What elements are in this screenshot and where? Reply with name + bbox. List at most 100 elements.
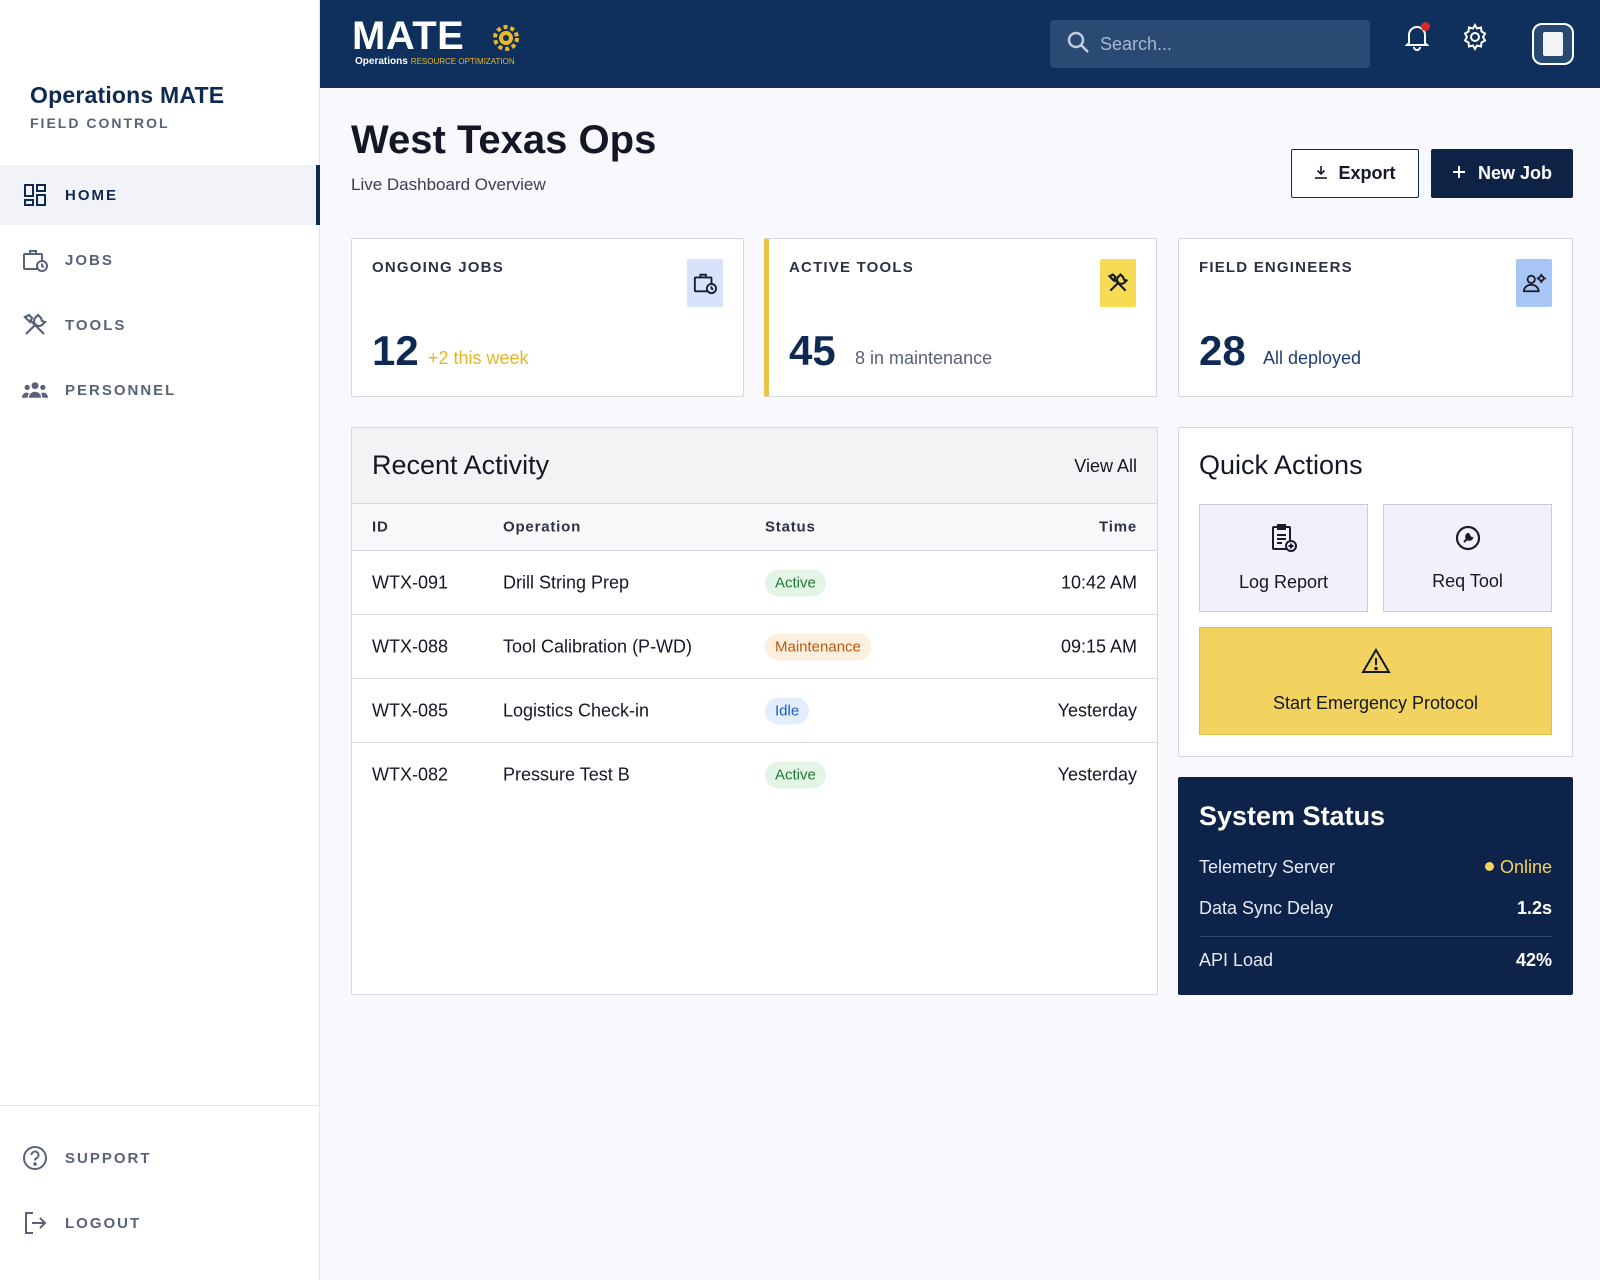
sidebar-footer: SUPPORT LOGOUT	[0, 1105, 320, 1258]
help-icon	[22, 1145, 48, 1171]
panel-header: Recent Activity View All	[352, 428, 1157, 504]
divider	[1199, 936, 1552, 937]
cell-operation: Tool Calibration (P-WD)	[503, 636, 693, 656]
clipboard-plus-icon	[1270, 523, 1298, 558]
column-header-status[interactable]: Status	[765, 518, 816, 536]
status-key: Telemetry Server	[1199, 857, 1336, 877]
sidebar-item-label: SUPPORT	[65, 1149, 152, 1167]
warning-icon	[1360, 648, 1391, 679]
log-report-label: Log Report	[1238, 572, 1329, 592]
sidebar-item-label: JOBS	[65, 251, 114, 269]
view-all-link[interactable]: View All	[1074, 456, 1137, 476]
plus-icon	[1452, 163, 1466, 184]
cell-operation: Logistics Check-in	[503, 700, 650, 720]
logo-wordmark: MATE	[352, 14, 465, 58]
logout-icon	[22, 1210, 48, 1236]
cell-id: WTX-082	[372, 764, 449, 785]
cell-id: WTX-091	[372, 572, 449, 592]
status-badge: Active	[765, 761, 826, 789]
kpi-note: +2 this week	[428, 348, 529, 368]
search-icon	[1066, 30, 1090, 59]
status-badge: Idle	[765, 697, 810, 724]
status-value: 42%	[1515, 950, 1552, 970]
sidebar-item-support[interactable]: SUPPORT	[0, 1128, 320, 1188]
search-input[interactable]	[1100, 33, 1360, 55]
logo[interactable]: MATE Operations RESOURCE OPTIMIZATION	[352, 14, 519, 67]
export-label: Export	[1338, 163, 1396, 183]
kpi-card-active-tools: ACTIVE TOOLS 45 8 in maintenance	[764, 238, 1157, 397]
briefcase-clock-icon	[687, 259, 723, 307]
sidebar-item-label: PERSONNEL	[65, 381, 177, 399]
kpi-card-ongoing-jobs: ONGOING JOBS 12 +2 this week	[351, 238, 744, 397]
cell-time: Yesterday	[1057, 700, 1137, 720]
sidebar-item-logout[interactable]: LOGOUT	[0, 1193, 320, 1253]
table-header: ID Operation Status Time	[352, 504, 1157, 551]
status-key: Data Sync Delay	[1199, 898, 1334, 918]
cell-time: 10:42 AM	[1060, 572, 1137, 592]
request-tool-label: Req Tool	[1432, 571, 1503, 591]
logo-tagline: Operations RESOURCE OPTIMIZATION	[355, 56, 515, 67]
emergency-protocol-label: Start Emergency Protocol	[1272, 693, 1479, 713]
dashboard-icon	[22, 182, 48, 208]
avatar[interactable]	[1532, 23, 1574, 65]
online-dot-icon	[1484, 862, 1494, 871]
kpi-note: All deployed	[1263, 348, 1362, 368]
sidebar-item-personnel[interactable]: PERSONNEL	[0, 360, 320, 420]
status-badge: Active	[765, 569, 826, 596]
table-row[interactable]: WTX-085 Logistics Check-in Idle Yesterda…	[352, 679, 1157, 743]
briefcase-clock-icon	[22, 247, 48, 273]
avatar-image	[1543, 32, 1563, 56]
bell-icon	[1404, 23, 1430, 56]
sidebar-item-label: HOME	[65, 186, 118, 204]
logo-gear-icon	[493, 25, 519, 51]
sidebar: Operations MATE FIELD CONTROL HOME JOBS …	[0, 0, 320, 1280]
status-key: API Load	[1199, 950, 1274, 970]
settings-button[interactable]	[1460, 22, 1490, 56]
status-value: 1.2s	[1516, 898, 1552, 918]
tools-icon	[22, 312, 48, 338]
sidebar-item-label: LOGOUT	[65, 1214, 142, 1232]
cell-id: WTX-085	[372, 700, 449, 720]
brand-title: Operations MATE	[30, 82, 225, 108]
table-row[interactable]: WTX-088 Tool Calibration (P-WD) Maintena…	[352, 615, 1157, 679]
kpi-note: 8 in maintenance	[855, 348, 993, 368]
cell-time: Yesterday	[1057, 764, 1137, 785]
sidebar-item-label: TOOLS	[65, 316, 127, 334]
status-badge: Maintenance	[765, 633, 871, 660]
notification-dot	[1421, 22, 1430, 31]
sidebar-item-tools[interactable]: TOOLS	[0, 295, 320, 355]
status-value-text: Online	[1499, 857, 1552, 877]
logo-tagline-a: Operations	[355, 56, 408, 67]
column-header-operation[interactable]: Operation	[503, 518, 582, 536]
sidebar-item-jobs[interactable]: JOBS	[0, 230, 320, 290]
cell-id: WTX-088	[372, 636, 449, 656]
emergency-protocol-button[interactable]: Start Emergency Protocol	[1199, 627, 1552, 735]
gear-icon	[1461, 22, 1489, 56]
new-job-label: New Job	[1477, 163, 1552, 183]
column-header-id[interactable]: ID	[372, 518, 389, 536]
cell-operation: Drill String Prep	[503, 572, 630, 592]
download-icon	[1314, 163, 1328, 184]
request-tool-button[interactable]: Req Tool	[1383, 504, 1552, 612]
status-value: Online	[1484, 857, 1552, 878]
export-button[interactable]: Export	[1291, 149, 1419, 198]
panel-title: Recent Activity	[372, 450, 550, 480]
brand-subtitle: FIELD CONTROL	[30, 115, 170, 131]
column-header-time[interactable]: Time	[1099, 518, 1137, 536]
table-row[interactable]: WTX-091 Drill String Prep Active 10:42 A…	[352, 551, 1157, 615]
wrench-circle-icon	[1454, 524, 1482, 557]
brand: Operations MATE FIELD CONTROL	[30, 82, 224, 131]
top-bar: MATE Operations RESOURCE OPTIMIZATION	[320, 0, 1600, 88]
sidebar-item-home[interactable]: HOME	[0, 165, 320, 225]
kpi-value: 28	[1199, 327, 1246, 374]
cell-operation: Pressure Test B	[503, 764, 630, 785]
panel-title: Quick Actions	[1199, 450, 1363, 480]
notifications-button[interactable]	[1402, 22, 1432, 56]
search-box	[1050, 20, 1370, 68]
table-row[interactable]: WTX-082 Pressure Test B Active Yesterday	[352, 743, 1157, 807]
main-nav: HOME JOBS TOOLS PERSONNEL	[0, 165, 320, 425]
new-job-button[interactable]: New Job	[1431, 149, 1573, 198]
engineer-icon	[1516, 259, 1552, 307]
page-title: West Texas Ops	[351, 118, 657, 162]
log-report-button[interactable]: Log Report	[1199, 504, 1368, 612]
